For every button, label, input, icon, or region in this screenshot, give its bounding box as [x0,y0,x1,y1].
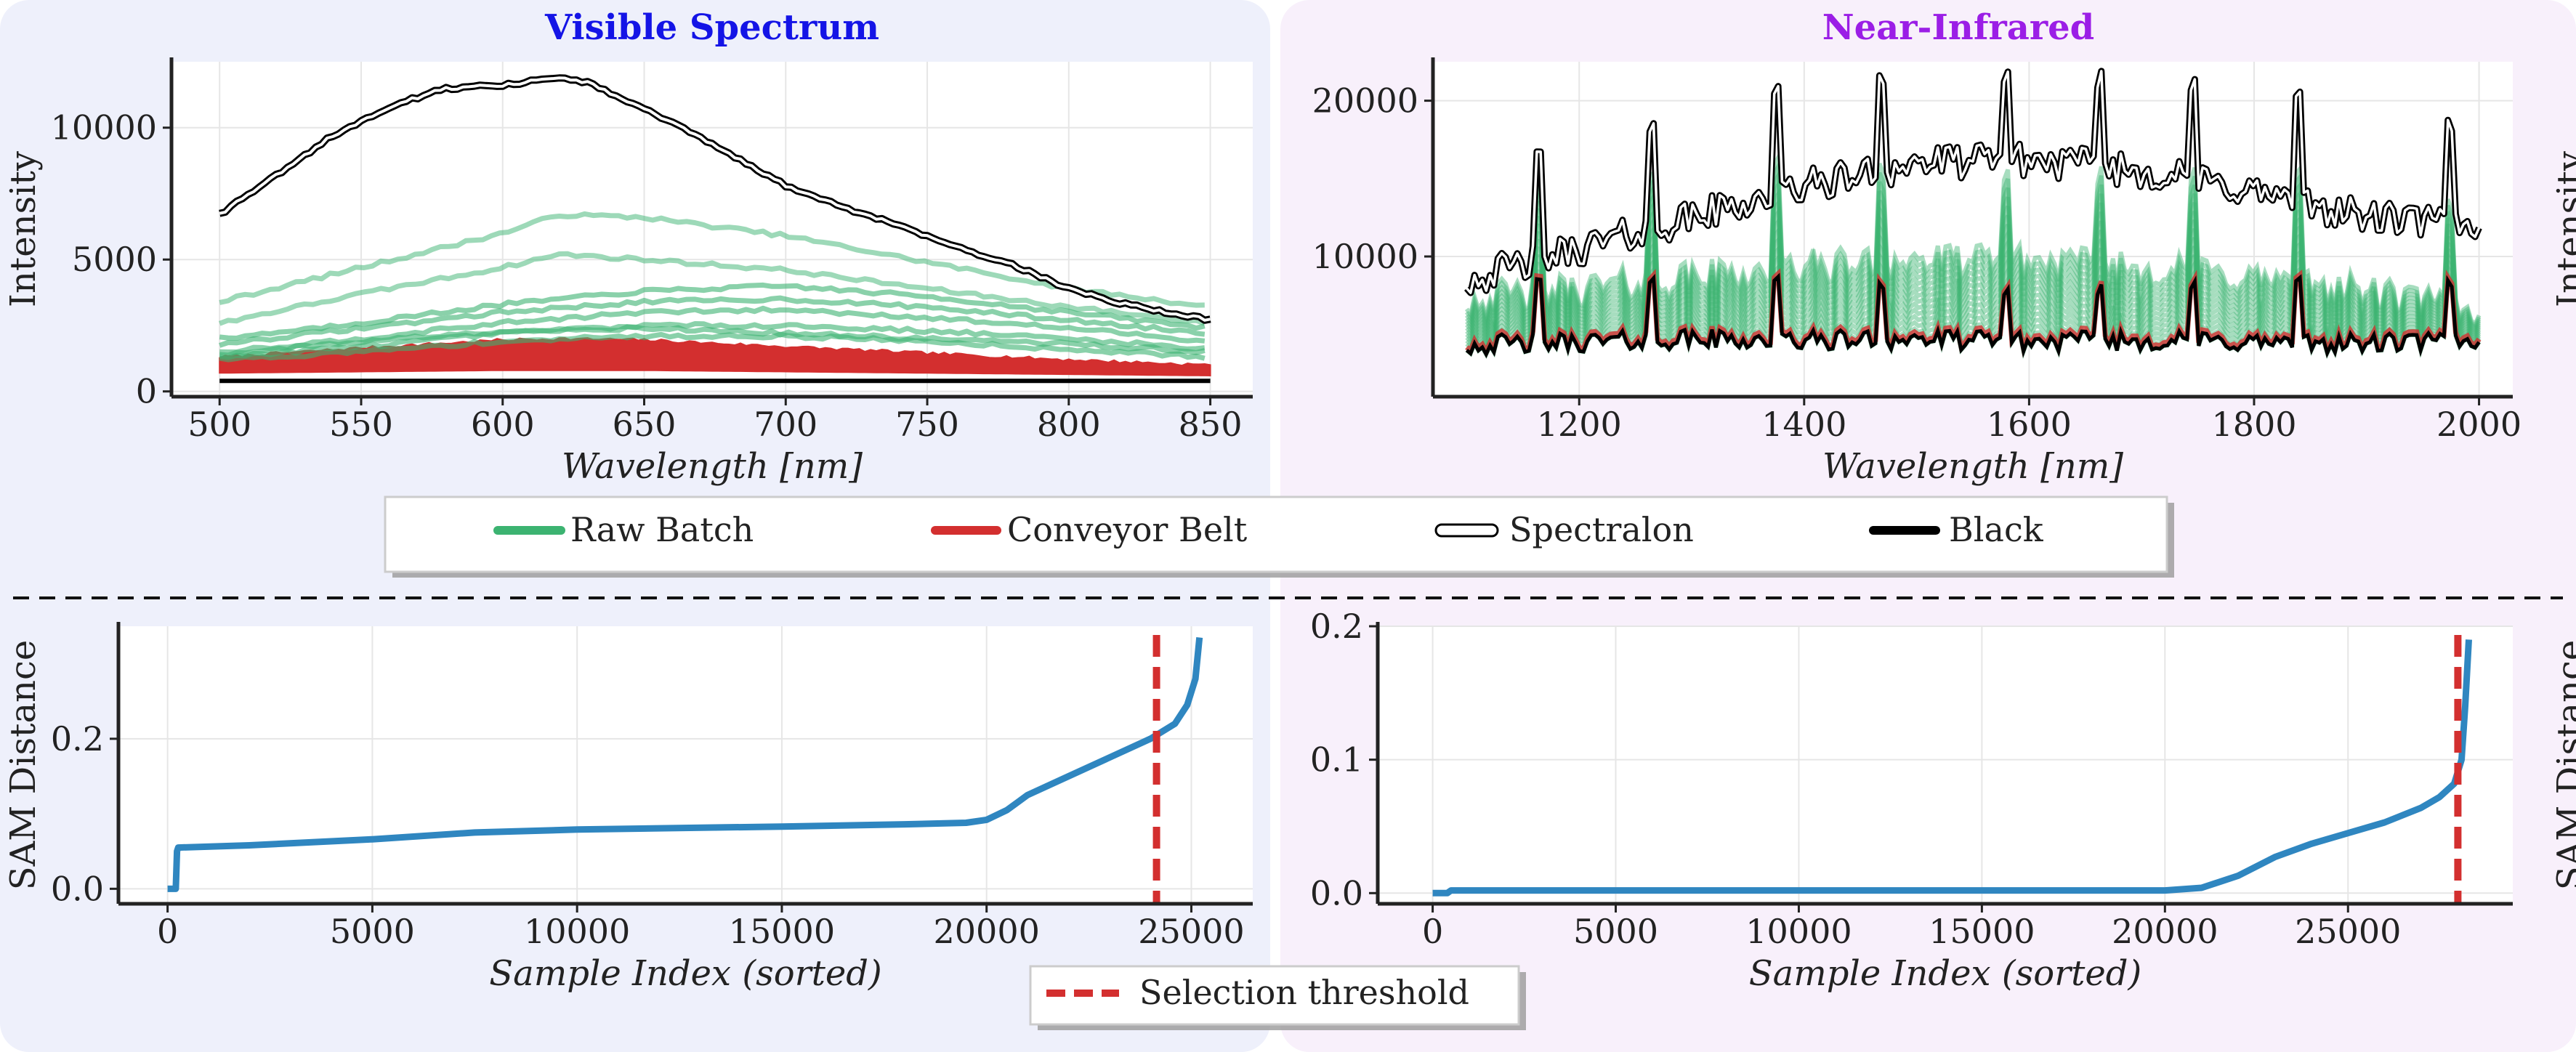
visible-title: Visible Spectrum [544,7,879,48]
y-tick-label: 0.2 [1310,607,1363,646]
raw-batch-line [1465,187,2482,335]
x-tick-label: 0 [157,912,178,951]
x-tick-label: 650 [613,405,677,444]
y-axis-label: Intensity [3,151,44,307]
legend-spectralon-label: Spectralon [1509,510,1694,549]
y-tick-label: 0 [136,372,157,411]
legend-spectralon-swatch [1434,523,1499,538]
y-axis-label: SAM Distance [3,640,44,891]
x-tick-label: 20000 [934,912,1040,951]
x-tick-label: 700 [754,405,817,444]
y-tick-label: 0.0 [51,869,104,908]
spectralon-line [1466,70,2481,294]
x-tick-label: 2000 [2436,405,2522,444]
raw-batch-line [219,211,1205,308]
y-tick-label: 0.0 [1310,873,1363,913]
legend-threshold-label: Selection threshold [1139,973,1469,1012]
y-tick-label: 5000 [72,240,157,279]
nir-spectra-plot: 1200 1400 1600 1800 2000 10000 20000 Wavelength… [1312,57,2576,487]
visible-sam-plot: 0 5000 10000 15000 20000 25000 0.0 0.2 Sample In… [3,622,1253,994]
spectra-legend: Raw Batch Conveyor Belt Spectralon Black [384,495,2174,578]
x-tick-label: 500 [187,405,251,444]
raw-batch-line [1465,215,2482,343]
x-tick-label: 850 [1179,405,1243,444]
x-tick-label: 550 [329,405,393,444]
raw-batch-line [1465,243,2482,351]
x-tick-label: 1800 [2211,405,2296,444]
raw-batch-line [1465,169,2482,332]
y-tick-label: 0.1 [1310,740,1363,780]
raw-batch-line [219,331,1206,363]
x-tick-label: 25000 [2295,912,2401,951]
plot-area [118,626,1253,904]
x-tick-label: 5000 [330,912,415,951]
y-tick-label: 20000 [1312,81,1418,121]
threshold-legend: Selection threshold [1029,965,1526,1030]
raw-batch-line [219,324,1206,358]
x-tick-label: 750 [895,405,959,444]
x-tick-label: 25000 [1138,912,1244,951]
x-tick-label: 1600 [1987,405,2072,444]
spectralon-line [219,76,1211,322]
x-axis-label: Wavelength [nm] [1822,446,2123,487]
y-tick-label: 10000 [51,108,157,147]
x-tick-label: 5000 [1573,912,1658,951]
x-axis-label: Sample Index (sorted) [1749,953,2141,994]
x-tick-label: 0 [1422,912,1443,951]
x-tick-label: 1200 [1537,405,1622,444]
legend-raw-batch-label: Raw Batch [570,510,754,549]
nir-sam-plot: 0 5000 10000 15000 20000 25000 0.0 0.1 0.2 Sample… [1310,607,2576,994]
x-tick-label: 10000 [1745,912,1852,951]
raw-batch-line [1465,196,2482,337]
y-axis-label: SAM Distance [2550,640,2576,891]
nir-title: Near-Infrared [1822,7,2095,48]
raw-batch-line [219,295,1206,348]
x-tick-label: 20000 [2112,912,2218,951]
y-axis-label: Intensity [2550,151,2576,307]
x-tick-label: 800 [1037,405,1101,444]
raw-batch-line [1465,224,2482,346]
sam-distance-line [167,637,1203,892]
black-reference-line [1465,272,2481,359]
raw-batch-line [1464,150,2482,328]
sam-distance-line [1432,639,2472,897]
x-tick-label: 10000 [524,912,630,951]
x-tick-label: 600 [471,405,535,444]
raw-batch-line [219,305,1206,355]
raw-batch-line [1465,206,2482,340]
x-tick-label: 15000 [1929,912,2035,951]
raw-batch-line [219,282,1206,341]
y-tick-label: 0.2 [51,719,104,758]
x-tick-label: 15000 [729,912,835,951]
x-axis-label: Wavelength [nm] [562,446,863,487]
raw-batch-line [1465,178,2482,333]
raw-batch-line [1465,234,2482,349]
legend-conveyor-belt-label: Conveyor Belt [1007,510,1248,549]
raw-batch-line [1464,159,2482,330]
x-axis-label: Sample Index (sorted) [489,953,881,994]
raw-batch-line [218,251,1206,326]
x-tick-label: 1400 [1761,405,1846,444]
y-tick-label: 10000 [1312,237,1418,276]
legend-black-label: Black [1949,510,2044,549]
raw-batch-line [219,321,1206,360]
visible-spectra-plot: 500 550 600 650 700 750 800 850 0 5000 10000 Wavele… [3,57,1253,487]
plot-area [1378,626,2513,904]
